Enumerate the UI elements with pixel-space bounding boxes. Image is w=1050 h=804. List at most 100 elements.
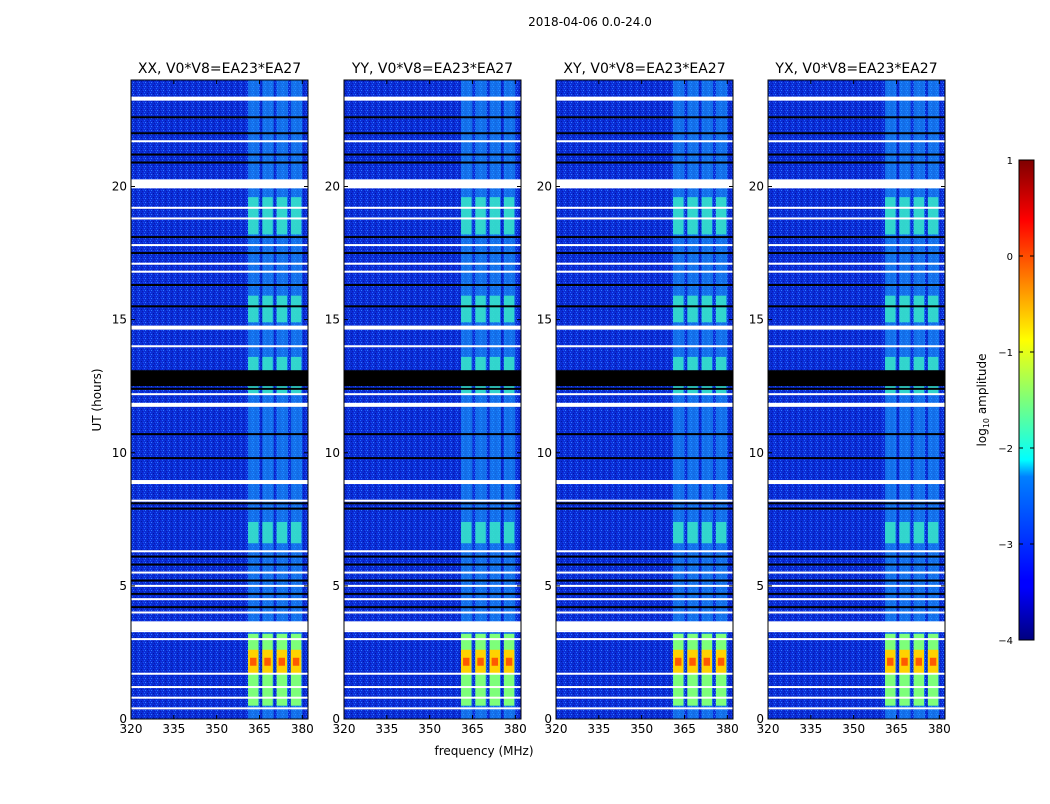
- dark-row: [131, 284, 308, 287]
- dark-row: [556, 153, 733, 156]
- rfi-segment: [885, 295, 896, 323]
- dark-row: [344, 502, 521, 505]
- flagged-row: [768, 325, 945, 330]
- x-tick-label: 365: [885, 722, 908, 736]
- panel-title: YY, V0*V8=EA23*EA27: [351, 61, 513, 77]
- y-tick-label: 5: [119, 579, 127, 593]
- rfi-band: [885, 80, 897, 719]
- rfi-segment: [899, 521, 910, 544]
- flagged-row: [344, 345, 521, 348]
- flagged-row: [556, 140, 733, 143]
- flagged-row: [131, 611, 308, 614]
- flagged-row: [344, 584, 521, 587]
- colorbar-label-sub: 10: [982, 418, 991, 428]
- y-tick-label: 10: [112, 446, 127, 460]
- dark-row: [768, 252, 945, 255]
- flagged-row: [344, 571, 521, 574]
- y-tick-label: 5: [332, 579, 340, 593]
- rfi-segment: [913, 197, 925, 235]
- rfi-hotspot: [463, 657, 470, 666]
- y-tick-label: 0: [544, 712, 552, 726]
- y-tick-label: 0: [756, 712, 764, 726]
- flagged-row: [556, 262, 733, 265]
- dark-row: [556, 579, 733, 582]
- y-tick-label: 15: [749, 313, 764, 327]
- rfi-hotspot: [689, 657, 696, 666]
- flagged-row: [768, 571, 945, 574]
- dark-row: [344, 563, 521, 566]
- colorbar-gradient: [1018, 159, 1035, 641]
- flagged-row: [556, 686, 733, 689]
- flagged-row: [131, 393, 308, 396]
- rfi-segment: [673, 295, 684, 323]
- dark-row: [556, 161, 733, 164]
- rfi-segment: [489, 295, 501, 323]
- panel-title: YX, V0*V8=EA23*EA27: [774, 61, 937, 77]
- flagged-row: [556, 638, 733, 641]
- dark-row: [131, 252, 308, 255]
- flagged-row: [556, 571, 733, 574]
- rfi-segment: [687, 197, 698, 235]
- rfi-band: [475, 80, 487, 719]
- flagged-row: [768, 598, 945, 601]
- dark-row: [556, 606, 733, 609]
- dark-row: [131, 236, 308, 239]
- flagged-row: [344, 707, 521, 710]
- x-tick-label: 380: [928, 722, 951, 736]
- rfi-segment: [927, 197, 939, 235]
- flagged-row: [131, 96, 308, 101]
- flagged-row: [344, 480, 521, 485]
- y-tick-label: 15: [537, 313, 552, 327]
- rfi-segment: [899, 295, 910, 323]
- x-tick-label: 335: [799, 722, 822, 736]
- colorbar-tick-label: 1: [1007, 156, 1013, 167]
- x-tick-label: 380: [504, 722, 527, 736]
- rfi-segment: [276, 521, 288, 544]
- colorbar-tick-label: −4: [998, 636, 1013, 647]
- flagged-row: [344, 621, 521, 631]
- flagged-row: [344, 179, 521, 189]
- dark-row: [131, 153, 308, 156]
- flagged-row: [131, 179, 308, 189]
- rfi-band: [262, 80, 274, 719]
- dark-row: [556, 305, 733, 308]
- rfi-segment: [673, 521, 684, 544]
- dark-row: [768, 507, 945, 510]
- rfi-segment: [687, 521, 698, 544]
- x-tick-label: 350: [418, 722, 441, 736]
- dark-row: [768, 502, 945, 505]
- dark-row: [344, 305, 521, 308]
- rfi-segment: [927, 521, 939, 544]
- dark-row: [768, 579, 945, 582]
- flagged-row: [131, 499, 308, 502]
- dark-row: [344, 606, 521, 609]
- flagged-row: [344, 598, 521, 601]
- rfi-hotspot: [915, 657, 923, 666]
- dark-row: [556, 502, 733, 505]
- y-tick-label: 15: [112, 313, 127, 327]
- flagged-row: [768, 696, 945, 699]
- flagged-row: [768, 611, 945, 614]
- flagged-row: [344, 550, 521, 553]
- flagged-row: [556, 584, 733, 587]
- flagged-row: [131, 598, 308, 601]
- rfi-band: [913, 80, 926, 719]
- panel-title: XX, V0*V8=EA23*EA27: [138, 61, 301, 77]
- flagged-row: [556, 179, 733, 189]
- rfi-hotspot: [717, 657, 725, 666]
- rfi-segment: [290, 197, 302, 235]
- y-tick-label: 5: [756, 579, 764, 593]
- dark-row: [344, 387, 521, 390]
- rfi-hotspot: [264, 657, 271, 666]
- dark-row: [556, 433, 733, 436]
- flagged-row: [131, 402, 308, 407]
- y-tick-label: 5: [544, 579, 552, 593]
- dark-row: [556, 252, 733, 255]
- x-axis-label: frequency (MHz): [434, 744, 533, 758]
- panel-frame: [767, 79, 946, 720]
- rfi-band: [276, 80, 289, 719]
- y-tick-label: 0: [332, 712, 340, 726]
- flagged-row: [768, 630, 945, 633]
- dark-block: [556, 370, 733, 387]
- panel-frame: [130, 79, 309, 720]
